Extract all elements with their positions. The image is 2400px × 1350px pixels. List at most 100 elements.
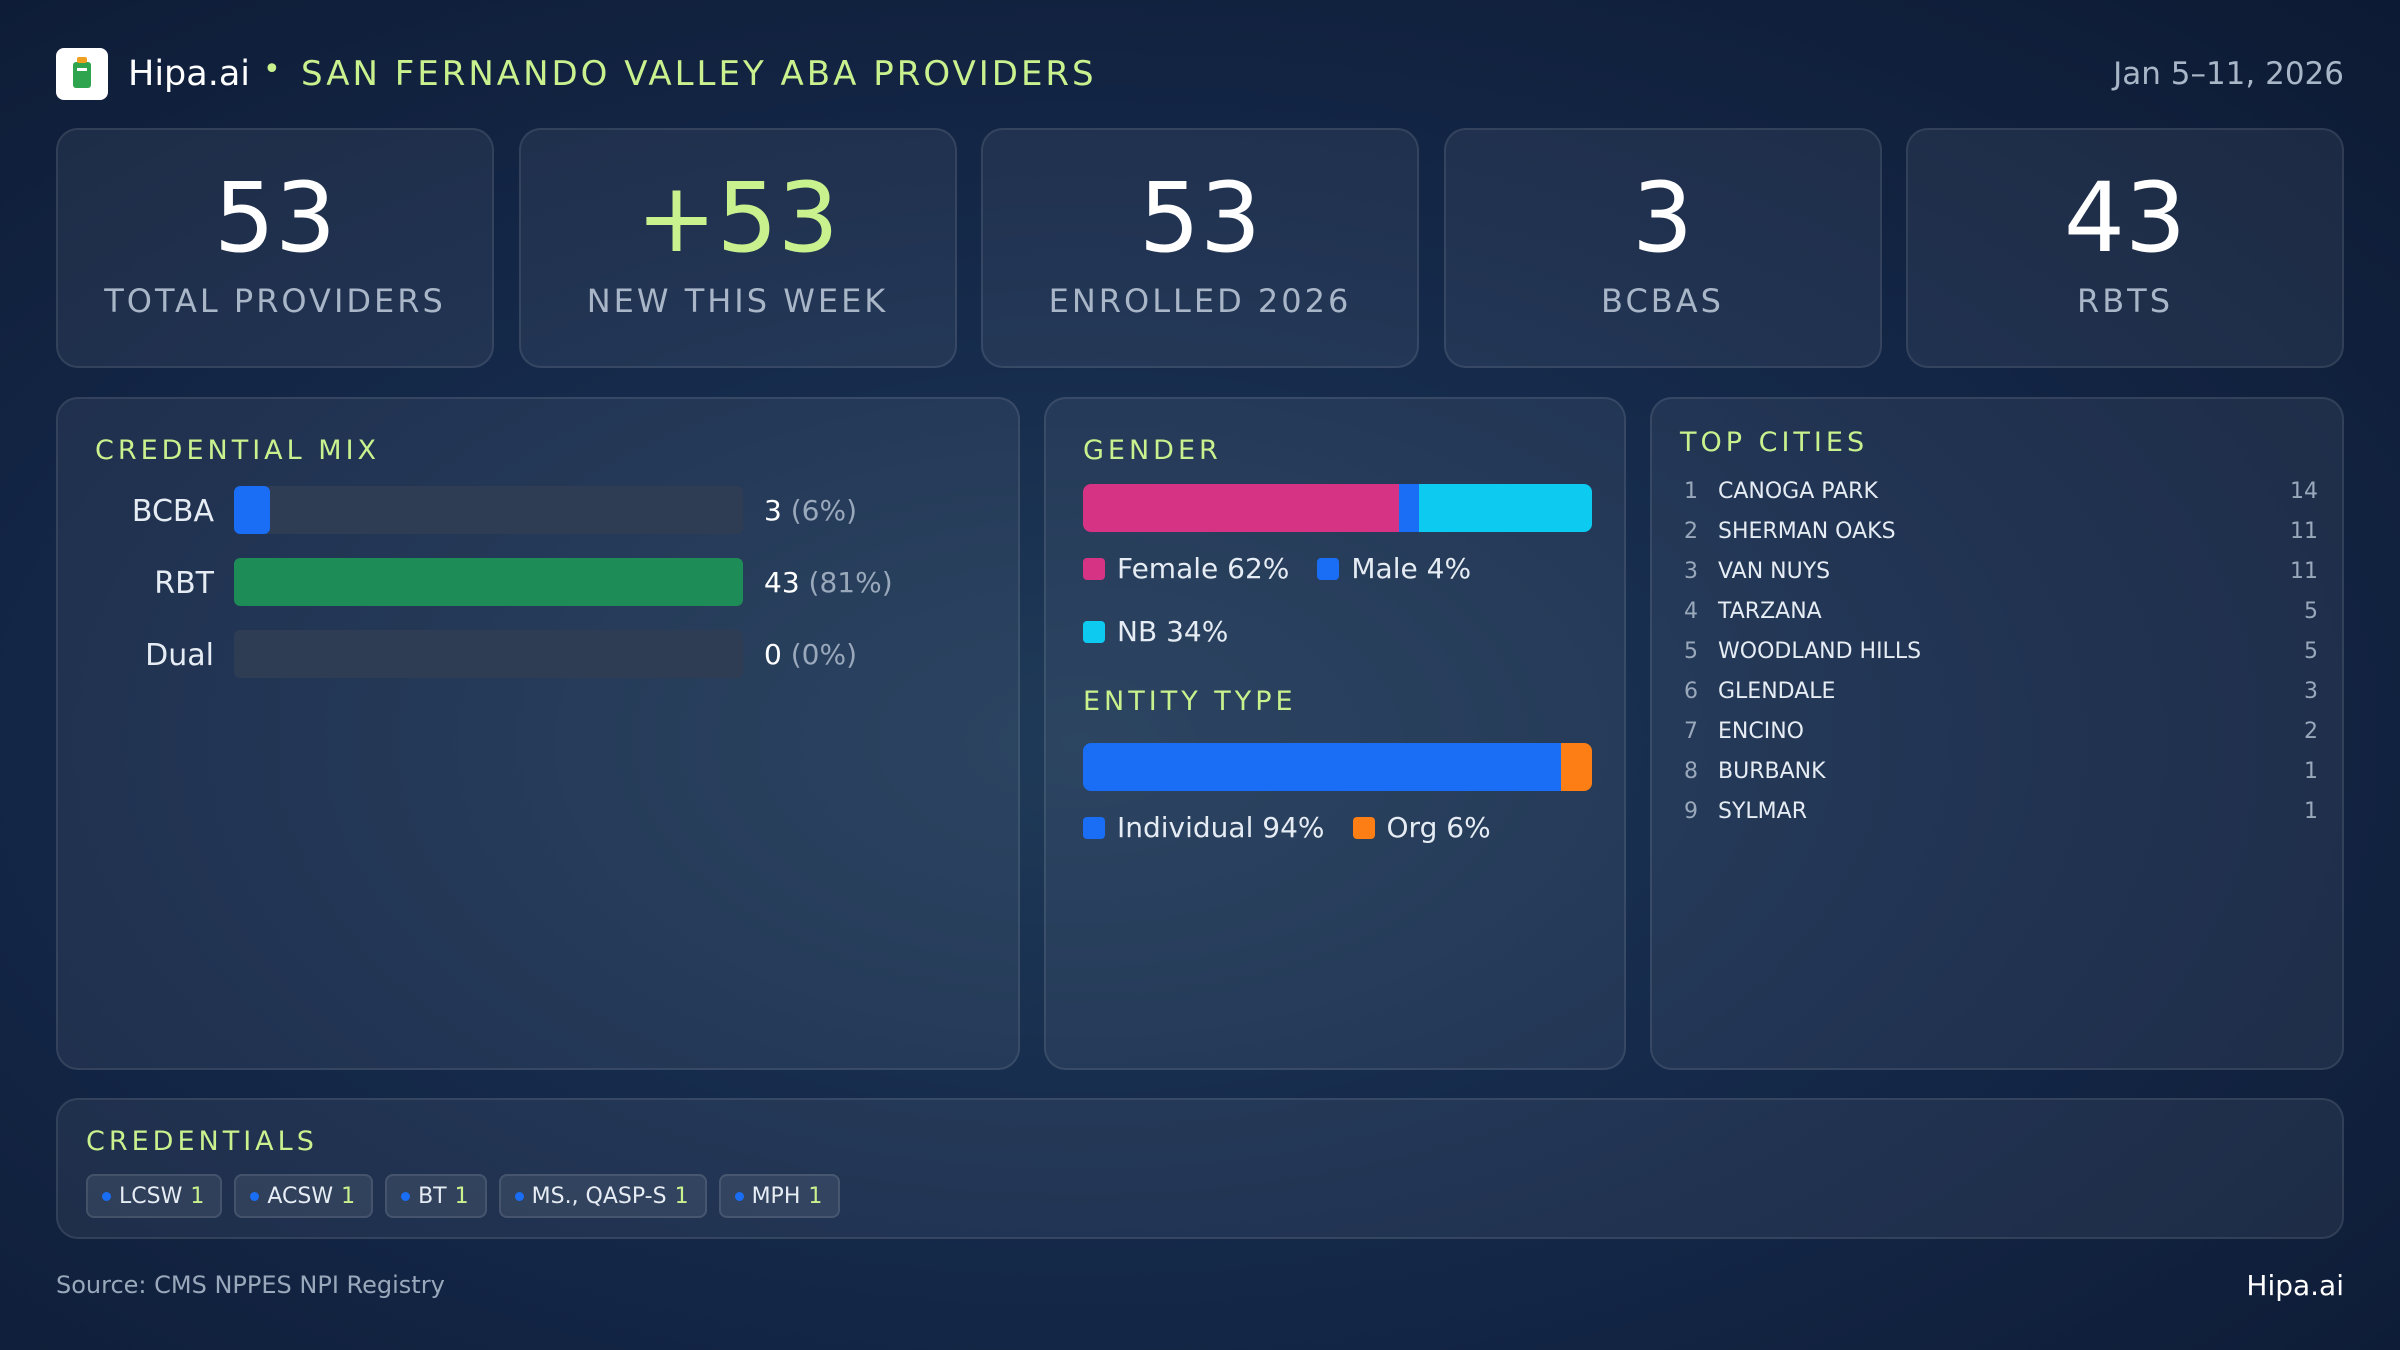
mix-label: RBT	[154, 566, 214, 601]
percent: (81%)	[808, 566, 893, 599]
credential-chips: LCSW 1 ACSW 1 BT 1 MS., QASP-S 1 MPH 1	[86, 1174, 841, 1218]
city-count: 2	[2304, 719, 2318, 744]
city-count: 5	[2304, 599, 2318, 624]
city-name: GLENDALE	[1718, 679, 1836, 704]
kpi-card: 3 BCBAS	[1443, 128, 1882, 368]
chip-name: ACSW	[267, 1183, 334, 1209]
mix-row: Dual 0 (0%)	[58, 630, 958, 678]
chip-count: 1	[674, 1183, 689, 1209]
percent: (0%)	[790, 638, 858, 671]
bar-segment	[1418, 484, 1592, 532]
bar-segment	[1083, 484, 1399, 532]
demographics-panel: GENDER Female 62% Male 4% NB 34% ENTITY TY…	[1044, 397, 1626, 1070]
city-count: 11	[2290, 559, 2318, 584]
chip-dot	[401, 1191, 411, 1201]
gender-legend: Female 62% Male 4% NB 34%	[1083, 552, 1523, 648]
legend-swatch	[1083, 620, 1105, 643]
section-title: TOP CITIES	[1680, 427, 1869, 458]
kpi-label: ENROLLED 2026	[1048, 282, 1352, 320]
bar	[234, 486, 270, 534]
bar	[234, 558, 743, 606]
mix-value: 43 (81%)	[764, 566, 893, 599]
kpi-card: 43 RBTS	[1906, 128, 2344, 368]
date-range: Jan 5–11, 2026	[2113, 56, 2344, 92]
legend-value: 62%	[1227, 552, 1290, 585]
city-count: 14	[2290, 479, 2318, 504]
chip-count: 1	[341, 1183, 356, 1209]
city-rank: 3	[1684, 559, 1698, 584]
brand: Hipa.ai	[128, 54, 251, 94]
bar-track	[234, 486, 743, 534]
credential-mix-panel: CREDENTIAL MIX BCBA 3 (6%) RBT 43 (81%) Dual…	[56, 397, 1020, 1070]
credential-chip: BT 1	[385, 1174, 487, 1218]
chip-dot	[250, 1191, 260, 1201]
bar-segment	[1083, 743, 1562, 791]
city-count: 3	[2304, 679, 2318, 704]
legend-name: Org	[1386, 811, 1438, 844]
city-count: 5	[2304, 639, 2318, 664]
city-row: 9 SYLMAR 1	[1652, 799, 2346, 839]
city-count: 11	[2290, 519, 2318, 544]
kpi-value: 3	[1631, 162, 1694, 274]
city-count: 1	[2304, 799, 2318, 824]
separator: •	[263, 52, 281, 87]
bar-segment	[1561, 743, 1592, 791]
legend-text: Org 6%	[1387, 811, 1491, 844]
legend-value: 94%	[1262, 811, 1325, 844]
section-title: CREDENTIAL MIX	[95, 435, 381, 466]
count: 0	[764, 638, 782, 671]
city-row: 3 VAN NUYS 11	[1652, 559, 2346, 599]
legend-text: NB 34%	[1117, 615, 1228, 648]
credential-chip: LCSW 1	[86, 1174, 223, 1218]
entity-legend: Individual 94% Org 6%	[1083, 811, 1523, 844]
kpi-value: +53	[636, 162, 839, 274]
chip-dot	[734, 1191, 744, 1201]
city-row: 1 CANOGA PARK 14	[1652, 479, 2346, 519]
city-row: 8 BURBANK 1	[1652, 759, 2346, 799]
kpi-label: RBTS	[2076, 282, 2174, 320]
bar-track	[234, 558, 743, 606]
section-title: CREDENTIALS	[86, 1126, 318, 1157]
logo-icon	[73, 57, 91, 88]
city-rank: 2	[1684, 519, 1698, 544]
city-rank: 7	[1684, 719, 1698, 744]
count: 3	[764, 494, 782, 527]
footer-brand: Hipa.ai	[2246, 1269, 2344, 1302]
legend-text: Individual 94%	[1117, 811, 1325, 844]
kpi-label: TOTAL PROVIDERS	[104, 282, 446, 320]
city-rank: 4	[1684, 599, 1698, 624]
kpi-value: 53	[1138, 162, 1262, 274]
legend-name: NB	[1117, 615, 1158, 648]
chip-name: LCSW	[119, 1183, 183, 1209]
city-name: VAN NUYS	[1718, 559, 1831, 584]
city-row: 2 SHERMAN OAKS 11	[1652, 519, 2346, 559]
legend-item: NB 34%	[1083, 615, 1228, 648]
credential-chip: ACSW 1	[234, 1174, 374, 1218]
city-name: SYLMAR	[1718, 799, 1807, 824]
chip-name: BT	[418, 1183, 447, 1209]
city-count: 1	[2304, 759, 2318, 784]
legend-swatch	[1083, 816, 1105, 839]
legend-item: Individual 94%	[1083, 811, 1325, 844]
city-name: WOODLAND HILLS	[1718, 639, 1922, 664]
mix-label: BCBA	[131, 494, 214, 529]
page-title: SAN FERNANDO VALLEY ABA PROVIDERS	[301, 54, 1097, 94]
legend-swatch	[1083, 557, 1105, 580]
legend-value: 6%	[1446, 811, 1491, 844]
chip-dot	[102, 1191, 111, 1201]
city-row: 6 GLENDALE 3	[1652, 679, 2346, 719]
city-rank: 5	[1684, 639, 1698, 664]
chip-name: MS., QASP-S	[531, 1183, 667, 1209]
city-name: ENCINO	[1718, 719, 1804, 744]
kpi-label: BCBAS	[1601, 282, 1724, 320]
chip-count: 1	[808, 1183, 823, 1209]
entity-bar	[1083, 743, 1592, 791]
legend-text: Male 4%	[1351, 552, 1471, 585]
credential-chip: MPH 1	[718, 1174, 841, 1218]
percent: (6%)	[790, 494, 858, 527]
legend-item: Male 4%	[1317, 552, 1471, 585]
logo	[56, 48, 108, 100]
city-name: TARZANA	[1718, 599, 1822, 624]
kpi-card: 53 ENROLLED 2026	[981, 128, 1419, 368]
